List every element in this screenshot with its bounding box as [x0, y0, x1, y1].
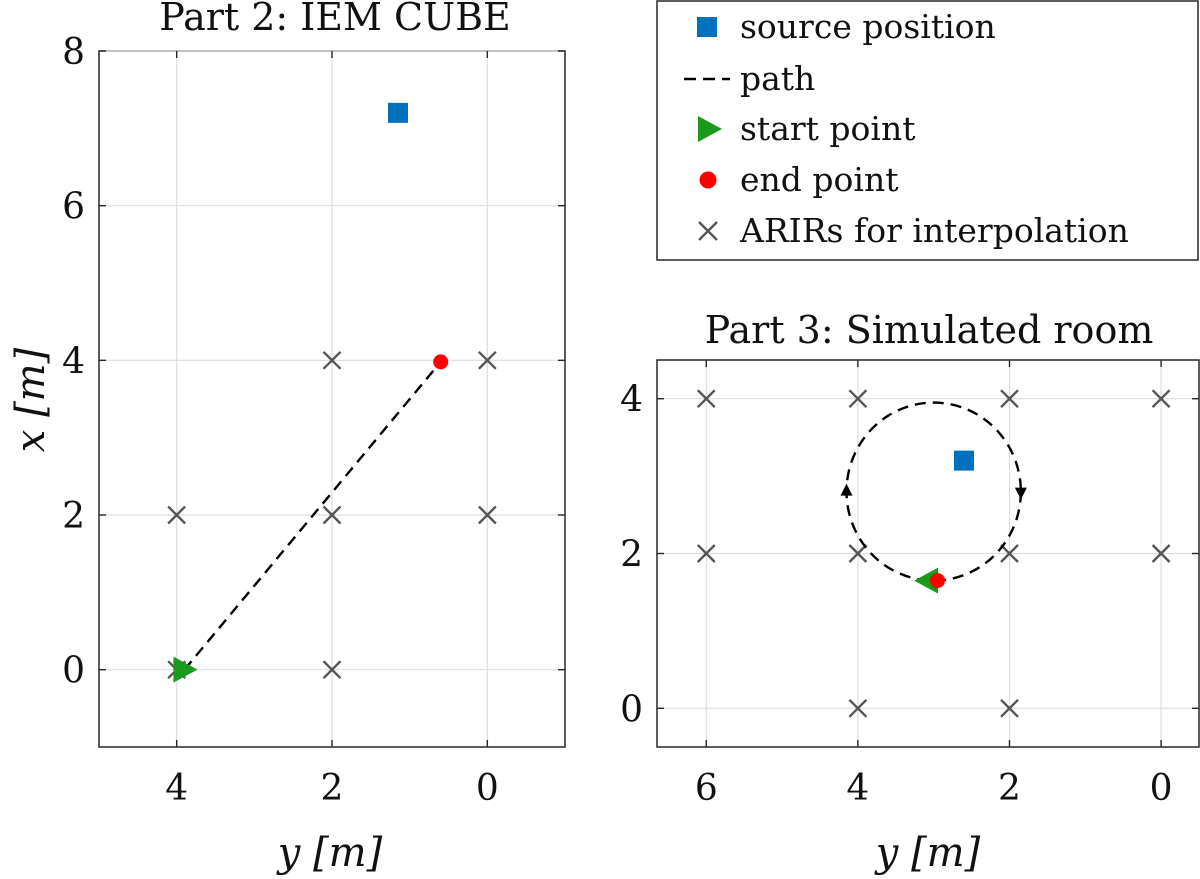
- legend-entry-source-position: source position: [697, 7, 996, 46]
- end-point-marker: [929, 573, 945, 589]
- legend-box: [656, 0, 1199, 261]
- plot1-y-tick-label: 8: [62, 32, 85, 73]
- legend: source position path start point end poi…: [656, 0, 1199, 261]
- plot2-x-tick-label: 2: [998, 768, 1021, 809]
- plot1-y-tick-label: 2: [62, 496, 85, 537]
- arir-x-marker: [848, 389, 868, 409]
- legend-x-marker: [698, 221, 718, 241]
- arir-x-marker: [477, 350, 497, 370]
- plot1-x-tick-label: 2: [321, 768, 344, 809]
- arir-x-marker: [1000, 698, 1019, 718]
- arir-x-marker: [1151, 544, 1171, 563]
- plot1-x-tick-label: 0: [476, 768, 499, 809]
- arir-x-marker: [322, 505, 342, 525]
- plot1-y-tick-label: 6: [62, 187, 85, 228]
- legend-label: ARIRs for interpolation: [739, 211, 1129, 250]
- plot1-x-tick-label: 4: [165, 768, 188, 809]
- arir-x-marker: [322, 660, 342, 680]
- plot1-y-tick-label: 4: [62, 341, 85, 382]
- plot2-title: Part 3: Simulated room: [705, 308, 1154, 352]
- arir-x-marker: [1151, 389, 1171, 409]
- arir-x-marker: [848, 544, 868, 563]
- legend-label: source position: [740, 7, 996, 46]
- plot1-title: Part 2: IEM CUBE: [159, 0, 511, 39]
- plot1-y-tick-label: 0: [62, 651, 85, 692]
- plot2-y-tick-label: 2: [620, 535, 643, 576]
- arir-x-marker: [1000, 389, 1019, 409]
- plot1-tick-marks: [99, 50, 565, 747]
- legend-label: path: [740, 59, 815, 98]
- legend-entry-start-point: start point: [698, 109, 915, 148]
- path-direction-arrow: [840, 483, 853, 496]
- arir-x-marker: [477, 505, 497, 525]
- arir-x-marker: [1000, 544, 1019, 563]
- source-position-marker: [954, 450, 975, 471]
- plot1-y-axis-label: x [m]: [8, 347, 54, 452]
- arir-x-marker: [848, 698, 868, 718]
- legend-triangle-marker: [698, 116, 722, 142]
- plot1-data: [167, 102, 497, 683]
- legend-entry-end-point: end point: [699, 160, 898, 199]
- plot2-x-tick-label: 0: [1150, 768, 1173, 809]
- arir-x-marker: [322, 350, 342, 370]
- plot2-data: [696, 389, 1171, 718]
- legend-entry-arirs: ARIRs for interpolation: [698, 211, 1129, 250]
- arir-x-marker: [696, 389, 716, 409]
- legend-label: start point: [740, 109, 915, 148]
- legend-circle-marker: [699, 171, 717, 189]
- start-point-marker: [173, 656, 198, 683]
- plot-iem-cube: Part 2: IEM CUBE 4 2 0 0 2 4 6 8 y [m] x [m]: [8, 0, 566, 876]
- plot-simulated-room: Part 3: Simulated room 6 4 2 0 0 2 4 y [m]: [620, 308, 1200, 876]
- source-position-marker: [388, 102, 409, 123]
- legend-square-marker: [697, 17, 717, 37]
- end-point-marker: [433, 354, 449, 370]
- path-direction-arrow: [1014, 487, 1027, 500]
- legend-entry-path: path: [684, 59, 815, 98]
- plot2-y-tick-label: 4: [620, 380, 643, 421]
- arir-x-marker: [167, 505, 187, 525]
- plot2-x-tick-label: 4: [846, 768, 869, 809]
- path-dashed-line: [183, 361, 442, 671]
- arir-x-marker: [696, 544, 716, 563]
- legend-label: end point: [740, 160, 898, 199]
- plot1-x-axis-label: y [m]: [276, 830, 383, 876]
- plot2-y-tick-label: 0: [620, 689, 643, 730]
- start-point-marker: [914, 567, 939, 594]
- plot2-tick-marks: [657, 360, 1199, 747]
- plot2-x-axis-label: y [m]: [874, 830, 981, 876]
- plot2-x-tick-label: 6: [695, 768, 718, 809]
